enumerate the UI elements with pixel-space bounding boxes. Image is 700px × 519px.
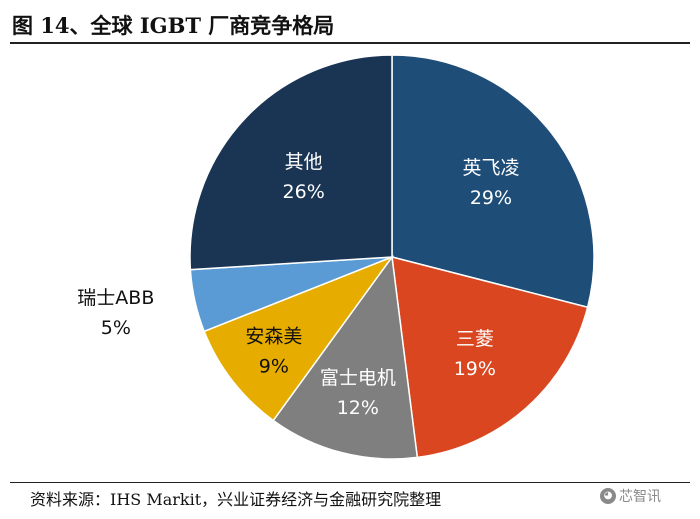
slice-category-label: 安森美 [245, 326, 302, 348]
slice-category-label: 瑞士ABB [77, 287, 154, 309]
figure-title: 图 14、全球 IGBT 厂商竞争格局 [12, 13, 335, 38]
slice-value-label: 29% [470, 187, 512, 209]
pie-slice-3 [203, 255, 395, 422]
slice-value-label: 19% [454, 358, 496, 380]
slice-value-label: 5% [101, 317, 131, 339]
footer-rule [10, 482, 690, 483]
pie-slice-0 [391, 54, 595, 309]
slice-category-label: 三菱 [456, 328, 494, 350]
title-rule [10, 42, 690, 44]
pie-slice-2 [272, 255, 419, 460]
pie-slice-1 [391, 255, 589, 459]
slice-category-label: 其他 [285, 151, 323, 173]
watermark: ◕ 芯智讯 [600, 486, 661, 506]
slice-value-label: 26% [283, 181, 325, 203]
wechat-icon: ◕ [600, 488, 616, 504]
slice-value-label: 9% [259, 356, 289, 378]
slice-value-label: 12% [337, 397, 379, 419]
watermark-text: 芯智讯 [619, 489, 661, 505]
pie-slice-5 [189, 54, 393, 271]
source-note: 资料来源：IHS Markit，兴业证券经济与金融研究院整理 [30, 490, 442, 509]
slice-category-label: 富士电机 [320, 367, 396, 389]
slice-category-label: 英飞凌 [462, 157, 519, 179]
